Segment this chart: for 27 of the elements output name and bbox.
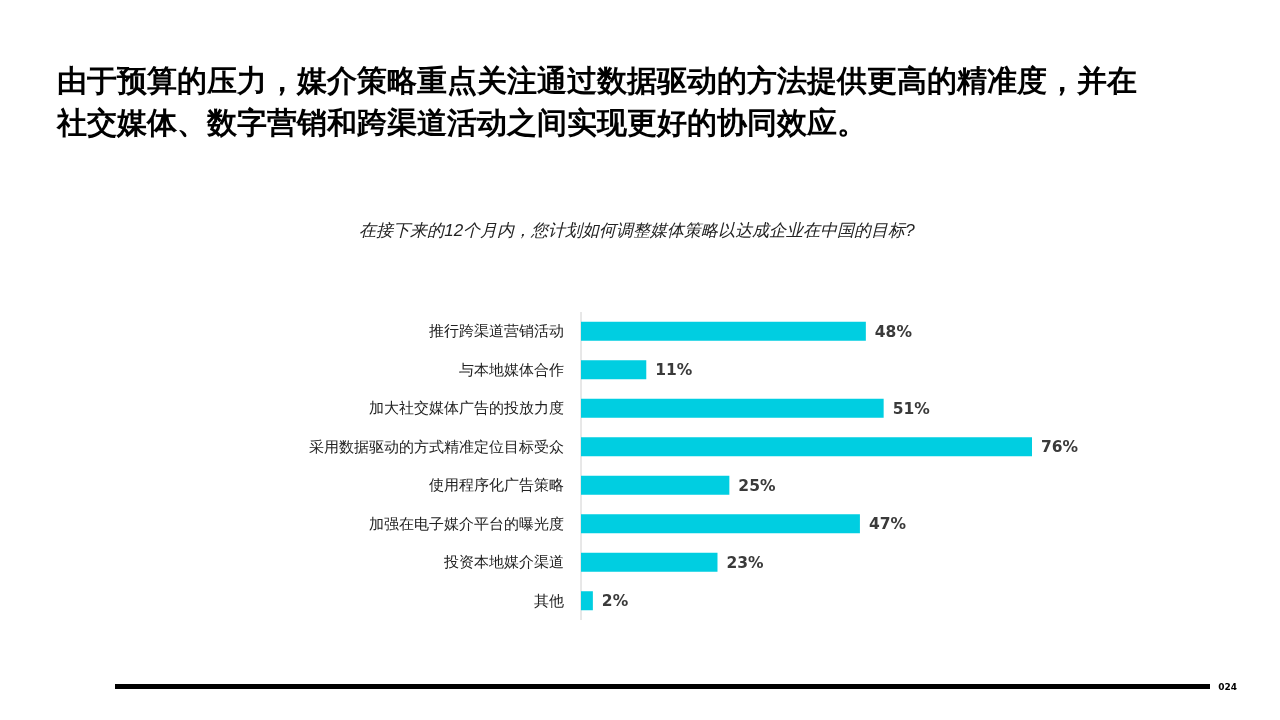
data-label: 11% — [655, 361, 693, 380]
data-label: 2% — [601, 592, 629, 611]
data-label: 23% — [726, 553, 765, 572]
bar — [581, 398, 884, 418]
data-label: 48% — [874, 322, 913, 341]
bar — [581, 514, 860, 534]
bar — [581, 591, 593, 611]
bar — [581, 552, 718, 572]
data-label: 76% — [1041, 438, 1079, 457]
y-tick-label: 加大社交媒体广告的投放力度 — [369, 399, 564, 417]
y-tick-label: 与本地媒体合作 — [459, 360, 564, 378]
data-label: 25% — [738, 476, 776, 495]
y-tick-label: 其他 — [534, 591, 564, 609]
y-tick-label: 采用数据驱动的方式精准定位目标受众 — [309, 437, 564, 455]
data-label: 51% — [892, 399, 931, 418]
bar — [581, 321, 866, 341]
y-tick-label: 投资本地媒介渠道 — [443, 553, 564, 571]
y-tick-label: 使用程序化广告策略 — [429, 476, 564, 494]
bar — [581, 360, 647, 380]
bar — [581, 437, 1032, 457]
chart-subtitle: 在接下来的12个月内，您计划如何调整媒体策略以达成企业在中国的目标? — [359, 221, 916, 240]
data-label: 47% — [868, 515, 907, 534]
chart-title: 由于预算的压力，媒介策略重点关注通过数据驱动的方法提供更高的精准度，并在社交媒体、数字营销和跨渠道活动之间实现更好的协同效应。 — [57, 63, 1138, 141]
y-tick-label: 推行跨渠道营销活动 — [429, 322, 564, 340]
bar — [581, 475, 730, 495]
text: 024 — [1218, 682, 1237, 692]
y-tick-label: 加强在电子媒介平台的曝光度 — [369, 514, 564, 532]
